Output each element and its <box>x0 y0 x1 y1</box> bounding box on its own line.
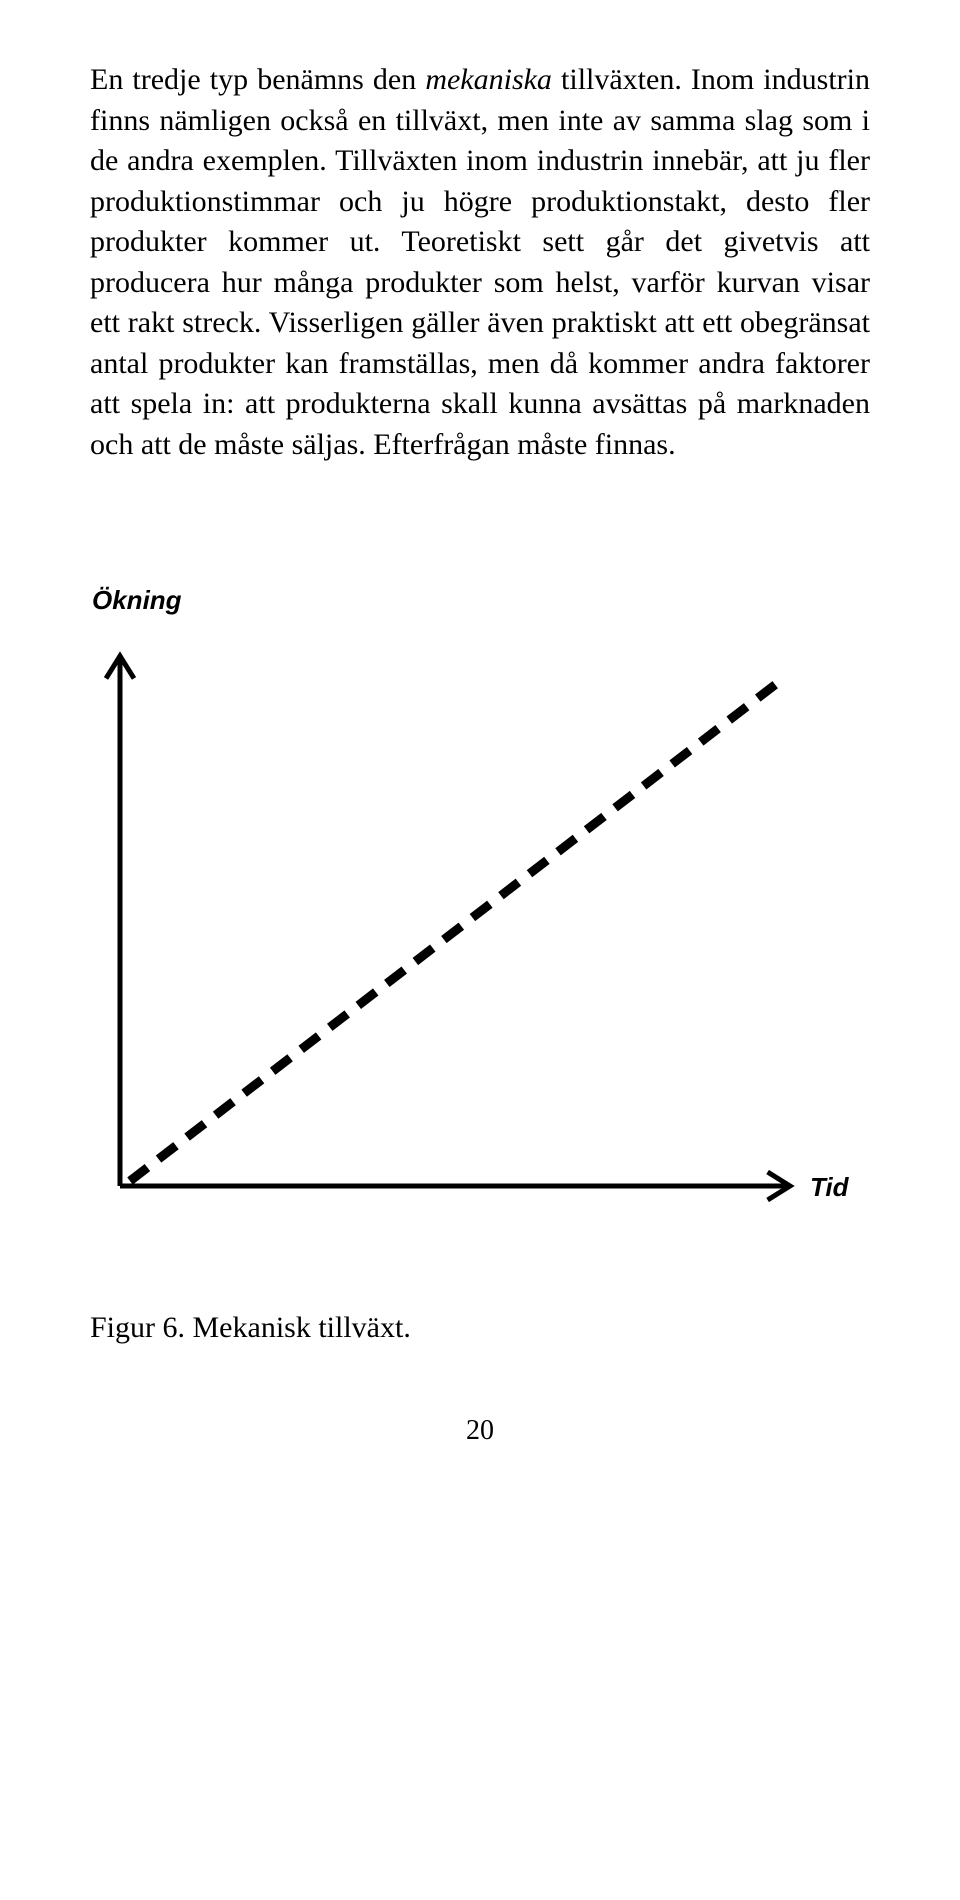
figure-caption: Figur 6. Mekanisk tillväxt. <box>90 1311 870 1345</box>
body-paragraph: En tredje typ benämns den mekaniska till… <box>90 60 870 465</box>
page: En tredje typ benämns den mekaniska till… <box>0 0 960 1497</box>
y-axis-label: Ökning <box>92 585 870 616</box>
chart-svg: Tid <box>90 626 880 1226</box>
paragraph-lead: En tredje typ benämns den <box>90 63 425 96</box>
x-axis-label: Tid <box>810 1172 850 1202</box>
page-number: 20 <box>90 1415 870 1447</box>
paragraph-rest: tillväxten. Inom industrin finns nämlige… <box>90 63 870 461</box>
chart-container: Ökning Tid <box>90 585 870 1231</box>
paragraph-emph: mekaniska <box>425 63 552 96</box>
